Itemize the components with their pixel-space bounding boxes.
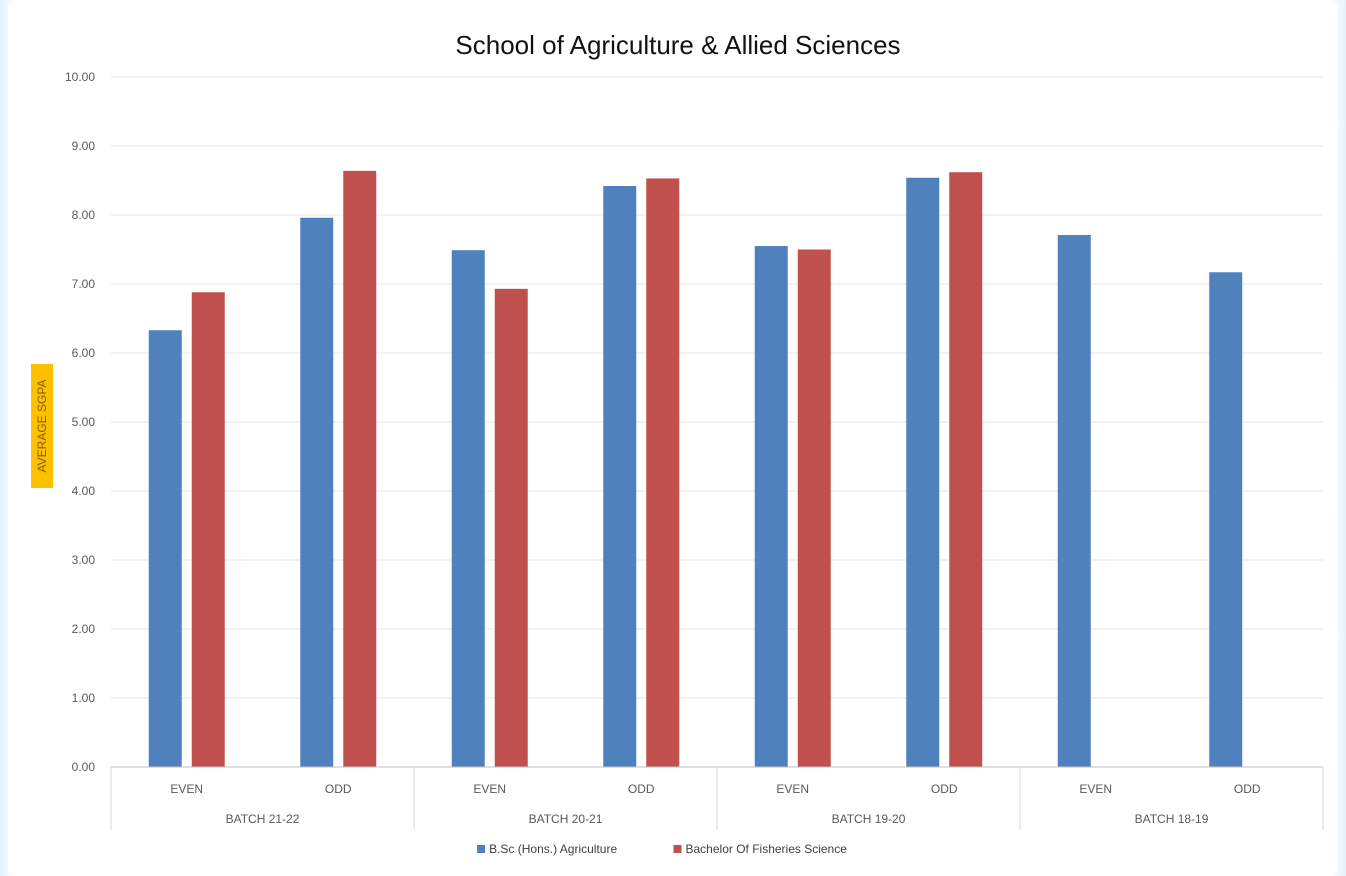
bar-series-2 [797,249,831,767]
bar-series-1 [148,330,182,767]
y-tick-label: 10.00 [65,70,95,84]
x-category-label: ODD [325,782,352,796]
axis-layer: 0.00 1.00 2.00 3.00 4.00 5.00 6.00 7.00 8.00 9.00… [65,70,1324,830]
bar-series-1 [603,186,637,767]
y-tick-label: 6.00 [72,346,96,360]
y-tick-label: 2.00 [72,622,96,636]
y-tick-label: 8.00 [72,208,96,222]
chart-svg: School of Agriculture & Allied Sciences … [31,30,1324,856]
bar-series-1 [1209,272,1243,767]
y-tick-label: 1.00 [72,691,96,705]
bar-series-2 [646,178,680,767]
x-group-label: BATCH 20-21 [529,812,603,826]
y-axis-label-highlight [31,364,53,488]
chart-title: School of Agriculture & Allied Sciences [455,30,900,60]
x-group-label: BATCH 19-20 [832,812,906,826]
x-group-label: BATCH 21-22 [226,812,300,826]
bar-series-1 [754,246,788,768]
bar-series-1 [300,217,334,767]
bar-series-2 [949,172,983,768]
x-category-label: ODD [931,782,958,796]
bars-layer [148,170,1243,768]
y-tick-label: 7.00 [72,277,96,291]
legend: B.Sc (Hons.) Agriculture Bachelor Of Fish… [477,842,847,856]
y-tick-label: 5.00 [72,415,96,429]
legend-label: B.Sc (Hons.) Agriculture [489,842,617,856]
bar-series-2 [343,170,377,768]
x-category-label: EVEN [473,782,506,796]
y-axis-label: AVERAGE SGPA [31,364,53,488]
y-tick-label: 0.00 [72,760,96,774]
grid-layer [111,76,1323,699]
bar-series-1 [1057,235,1091,767]
y-tick-label: 3.00 [72,553,96,567]
x-category-label: EVEN [776,782,809,796]
bar-series-1 [451,250,485,767]
chart-frame: School of Agriculture & Allied Sciences … [8,6,1338,872]
bar-series-2 [191,292,225,767]
bar-series-1 [906,177,940,768]
x-category-label: EVEN [170,782,203,796]
legend-swatch [673,845,682,853]
x-category-label: EVEN [1079,782,1112,796]
legend-swatch [477,845,486,853]
x-group-label: BATCH 18-19 [1135,812,1209,826]
y-axis-label-text: AVERAGE SGPA [35,380,49,473]
x-category-label: ODD [1234,782,1261,796]
bar-series-2 [494,288,528,767]
legend-label: Bachelor Of Fisheries Science [686,842,848,856]
y-tick-label: 4.00 [72,484,96,498]
x-category-label: ODD [628,782,655,796]
y-tick-label: 9.00 [72,139,96,153]
